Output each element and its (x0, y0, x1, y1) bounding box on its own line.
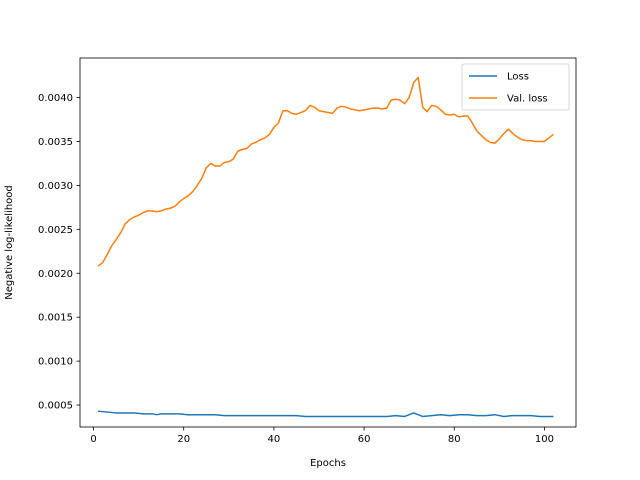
x-tick-label: 20 (177, 434, 190, 445)
y-axis: 0.0005 0.0010 0.0015 0.0020 0.0025 0.0030 0.00… (38, 93, 80, 412)
x-axis: 0 20 40 60 80 100 (90, 427, 554, 445)
series-line-1 (97, 76, 554, 267)
y-tick-label: 0.0030 (38, 181, 73, 192)
series-line-0 (97, 410, 554, 418)
legend: Loss Val. loss (461, 63, 570, 111)
x-tick-label: 0 (90, 434, 96, 445)
y-tick-label: 0.0035 (38, 137, 73, 148)
legend-label-1: Val. loss (507, 94, 548, 105)
y-tick-label: 0.0020 (38, 269, 73, 280)
y-tick-label: 0.0040 (38, 93, 73, 104)
y-tick-label: 0.0005 (38, 401, 73, 412)
y-axis-title: Negative log-likelihood (4, 185, 15, 300)
x-axis-title: Epochs (310, 458, 346, 469)
y-tick-label: 0.0025 (38, 225, 73, 236)
series-layer (97, 76, 554, 418)
x-tick-label: 100 (535, 434, 554, 445)
plot-frame (79, 57, 577, 428)
x-tick-label: 60 (358, 434, 371, 445)
legend-label-0: Loss (507, 72, 529, 83)
x-tick-label: 80 (448, 434, 461, 445)
y-tick-label: 0.0015 (38, 313, 73, 324)
y-tick-label: 0.0010 (38, 357, 73, 368)
x-tick-label: 40 (268, 434, 281, 445)
